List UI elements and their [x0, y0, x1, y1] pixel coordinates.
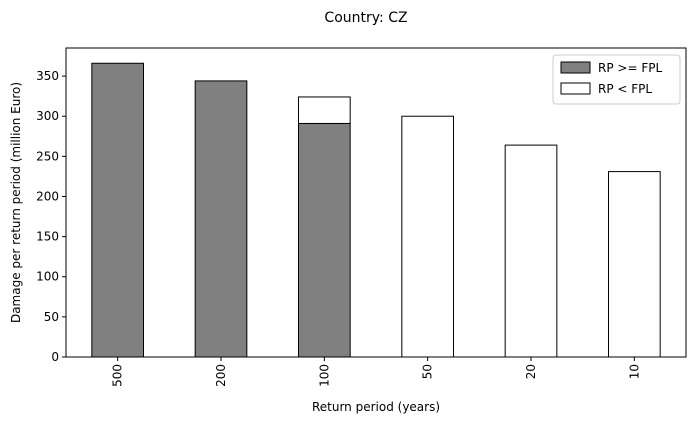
y-tick-label: 350: [36, 69, 59, 83]
legend-label-rp-lt-fpl: RP < FPL: [598, 82, 652, 96]
chart-title: Country: CZ: [324, 10, 407, 26]
bar-100-rp-lt-fpl: [298, 96, 351, 124]
legend-label-rp-ge-fpl: RP >= FPL: [598, 61, 662, 75]
bars: [91, 62, 661, 358]
y-axis: 0 50 100 150 200 250 300 350: [36, 69, 66, 364]
bar-500-rp-ge-fpl: [91, 62, 144, 358]
y-tick-label: 150: [36, 230, 59, 244]
y-tick-label: 100: [36, 270, 59, 284]
y-tick-label: 0: [51, 350, 59, 364]
x-tick-label: 100: [317, 364, 331, 387]
y-tick-label: 200: [36, 189, 59, 203]
bar-200-rp-ge-fpl: [194, 80, 248, 358]
x-tick-label: 200: [214, 364, 228, 387]
bar-50-rp-lt-fpl: [401, 115, 454, 358]
y-axis-label: Damage per return period (million Euro): [9, 82, 23, 323]
legend: RP >= FPL RP < FPL: [552, 54, 681, 105]
x-axis-label: Return period (years): [312, 400, 440, 414]
x-tick-label: 500: [111, 364, 125, 387]
x-tick-label: 10: [627, 364, 641, 379]
bar-20-rp-lt-fpl: [504, 144, 558, 358]
bar-100-rp-ge-fpl: [298, 122, 351, 358]
y-tick-label: 250: [36, 149, 59, 163]
x-axis: 500 200 100 50 20 10: [111, 357, 641, 387]
y-tick-label: 50: [44, 310, 59, 324]
plot-area-frame: [65, 47, 687, 358]
legend-swatch-rp-lt-fpl: [560, 82, 591, 95]
legend-swatch-rp-ge-fpl: [560, 61, 591, 74]
x-tick-label: 20: [524, 364, 538, 379]
x-tick-label: 50: [421, 364, 435, 379]
y-tick-label: 300: [36, 109, 59, 123]
bar-10-rp-lt-fpl: [608, 171, 661, 358]
